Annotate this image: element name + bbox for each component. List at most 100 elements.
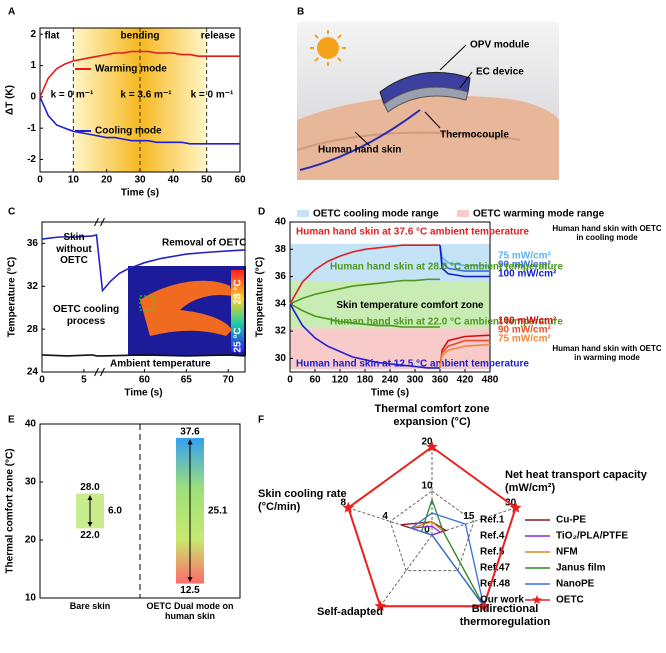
curve-label: 75 mW/cm² xyxy=(498,251,551,262)
y-tick-label: 40 xyxy=(25,419,37,430)
sun xyxy=(317,37,339,59)
x-tick-label: 20 xyxy=(101,175,113,186)
high-label: 37.6 xyxy=(180,427,200,438)
y-tick-label: 1 xyxy=(30,60,36,71)
illustration xyxy=(296,22,559,180)
plot-frame xyxy=(41,221,246,373)
series-line xyxy=(39,96,240,145)
high-label: 28.0 xyxy=(80,482,100,493)
annotation: k = 0 m⁻¹ xyxy=(191,90,234,101)
x-tick-label: 40 xyxy=(168,175,180,186)
low-label: 12.5 xyxy=(180,585,200,596)
x-tick-label: 300 xyxy=(407,375,424,386)
radar-tick-label: 20 xyxy=(421,437,433,448)
curve-label: 90 mW/cm² xyxy=(498,325,551,336)
span-label: 6.0 xyxy=(108,506,122,517)
annotation: k = 3.6 m⁻¹ xyxy=(120,90,172,101)
radar-ring xyxy=(389,490,475,572)
legend-star xyxy=(532,595,542,604)
radar-axis-name: Skin cooling rate (°C/min) xyxy=(258,488,347,513)
curve-label: Human hand skin at 37.6 °C ambient tempe… xyxy=(296,227,529,238)
radar-polygon xyxy=(347,445,517,608)
x-tick-label: 420 xyxy=(457,375,474,386)
legend-material: Janus film xyxy=(556,563,606,574)
x-tick-label: 50 xyxy=(201,175,213,186)
y-tick-label: 36 xyxy=(275,271,287,282)
legend-label: OETC warming mode range xyxy=(473,209,605,220)
comfort-label: Skin temperature comfort zone xyxy=(336,300,484,311)
radar-axis-name: Thermal comfort zone expansion (°C) xyxy=(374,403,490,428)
radar-star xyxy=(510,501,522,513)
y-tick-label: 40 xyxy=(275,217,287,228)
x-axis-title: Time (s) xyxy=(121,188,159,199)
diagram-label: OPV module xyxy=(470,40,530,51)
radar-tick-label: 10 xyxy=(421,481,433,492)
x-tick-label: 480 xyxy=(482,375,499,386)
annotation: Human hand skin with OETC in cooling mod… xyxy=(552,224,662,243)
curve-label: 100 mW/cm² xyxy=(498,269,557,280)
x-tick-label: 240 xyxy=(382,375,399,386)
y-tick-label: 24 xyxy=(27,367,39,378)
series-line xyxy=(39,50,240,98)
series-line xyxy=(289,244,440,305)
y-axis-title: Thermal comfort zone (°C) xyxy=(5,448,16,573)
category-label: OETC Dual mode on human skin xyxy=(146,601,234,622)
legend-material: NFM xyxy=(556,547,578,558)
series-line xyxy=(41,233,246,293)
legend-ref: Ref.48 xyxy=(480,579,510,590)
legend-label: OETC cooling mode range xyxy=(313,209,439,220)
y-tick-label: 0 xyxy=(30,92,36,103)
x-tick-label: 120 xyxy=(332,375,349,386)
series-label: Warming mode xyxy=(95,64,167,75)
series-label: Ambient temperature xyxy=(110,359,211,370)
curve-label: 100 mW/cm² xyxy=(498,316,557,327)
annotation: OETC cooling process xyxy=(52,304,120,327)
y-axis-title: ΔT (K) xyxy=(5,85,16,115)
x-tick-label: 60 xyxy=(139,375,151,386)
radar-axis-name: Self-adapted xyxy=(316,606,383,618)
legend-ref: Our work xyxy=(480,595,524,606)
panel-label: F xyxy=(258,415,264,426)
x-axis-title: Time (s) xyxy=(124,388,162,399)
legend-material: NanoPE xyxy=(556,579,595,590)
y-tick-label: 32 xyxy=(27,281,39,292)
series-line xyxy=(289,278,440,305)
curve-label: Human hand skin at 12.5 °C ambient tempe… xyxy=(296,359,529,370)
diagram-label: EC device xyxy=(476,67,524,78)
annotation: bending xyxy=(121,31,160,42)
y-axis-title: Temperature (°C) xyxy=(255,257,266,338)
legend-material: TiO₂/PLA/PTFE xyxy=(556,531,628,542)
series-line xyxy=(41,354,246,357)
y-tick-label: 20 xyxy=(25,535,37,546)
annotation: k = 0 m⁻¹ xyxy=(51,90,94,101)
annotation: release xyxy=(201,31,236,42)
annotation: Removal of OETC xyxy=(162,238,246,249)
radar-star xyxy=(478,600,490,611)
series-line xyxy=(289,303,440,328)
low-label: 22.0 xyxy=(80,530,100,541)
annotation: Human hand skin with OETC in warming mod… xyxy=(552,344,662,363)
radar-star xyxy=(426,441,438,452)
y-tick-label: 2 xyxy=(30,29,36,40)
x-tick-label: 180 xyxy=(357,375,374,386)
radar-star xyxy=(374,600,386,611)
leader-lines xyxy=(354,44,473,147)
radar-tick-label: 0 xyxy=(424,525,430,536)
thermal-colorbar xyxy=(231,270,244,352)
series-line xyxy=(439,245,490,278)
y-tick-label: -1 xyxy=(27,123,36,134)
legend-ref: Ref.5 xyxy=(480,547,505,558)
radar-axis-name: Bidirectional thermoregulation xyxy=(459,603,551,628)
x-tick-label: 5 xyxy=(81,375,87,386)
x-tick-label: 60 xyxy=(309,375,321,386)
arm xyxy=(297,95,559,180)
annotation: 25 °C xyxy=(233,327,244,352)
y-tick-label: -2 xyxy=(27,154,36,165)
comfort-band xyxy=(290,282,490,329)
legend-material: Cu-PE xyxy=(556,515,586,526)
annotation: Skin without OETC xyxy=(56,232,92,266)
legend-swatch xyxy=(457,210,469,217)
sun-rays xyxy=(310,30,346,66)
x-tick-label: 60 xyxy=(234,175,246,186)
